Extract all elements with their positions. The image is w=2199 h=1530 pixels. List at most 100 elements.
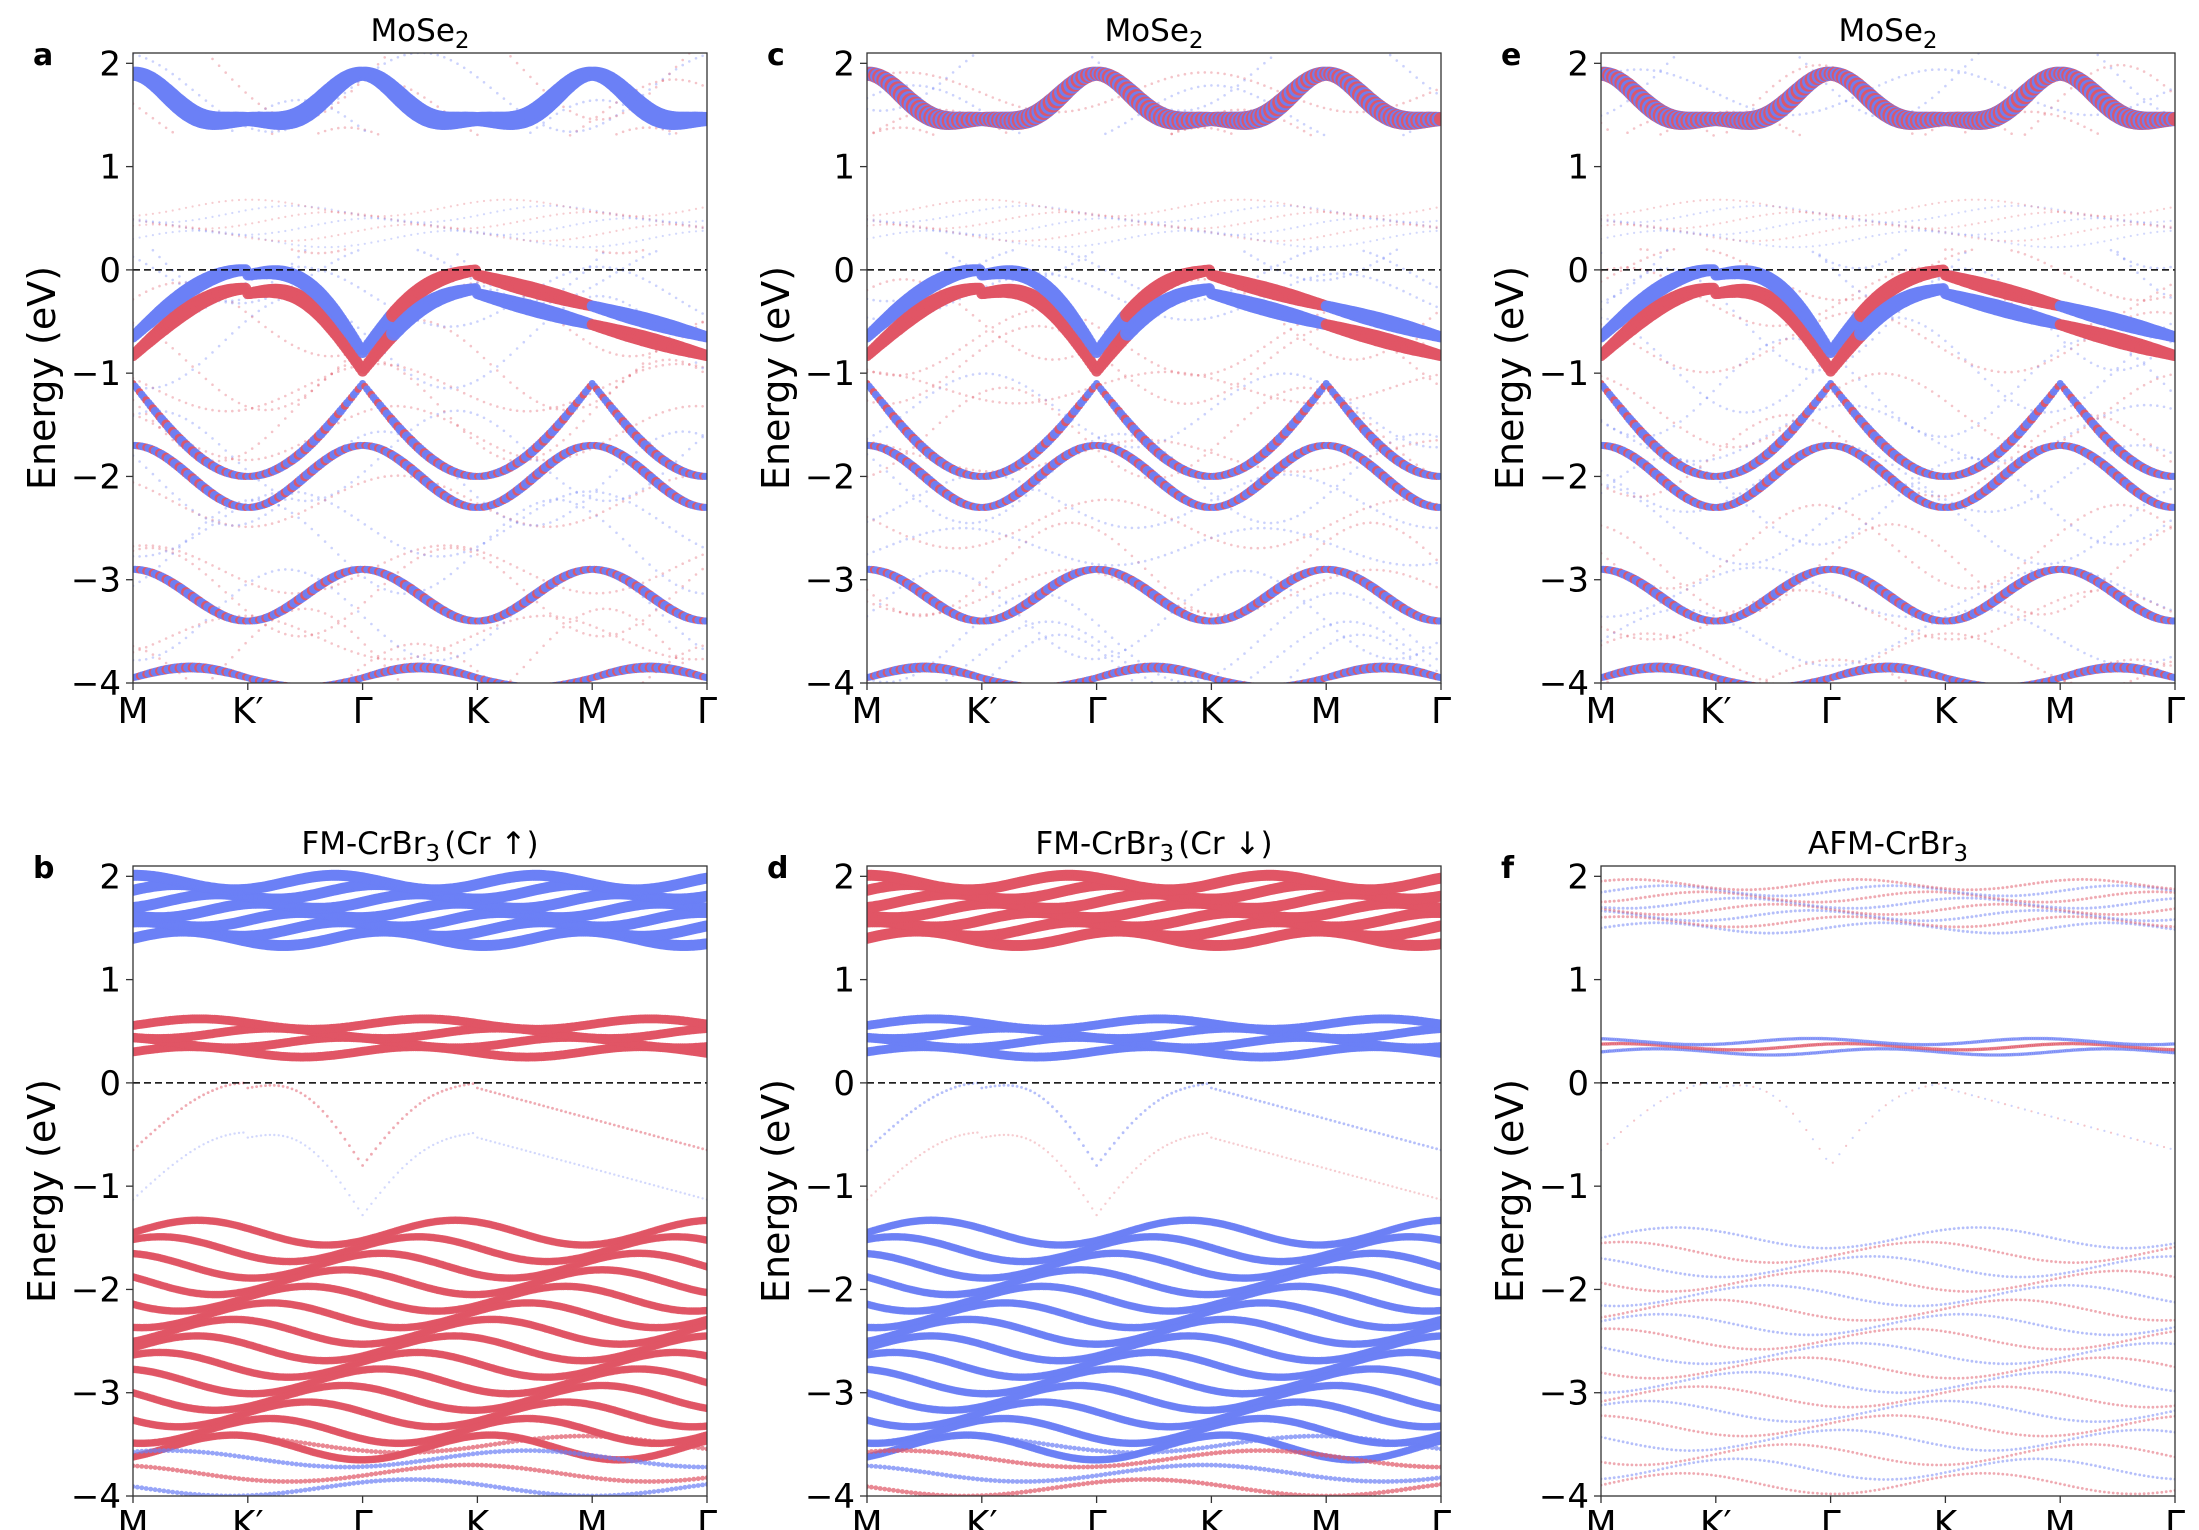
band-point — [191, 219, 194, 222]
band-point — [655, 236, 658, 239]
band-point — [523, 706, 526, 709]
band-point — [1124, 548, 1127, 552]
band-point — [1104, 654, 1107, 657]
band-point — [370, 216, 373, 219]
band-point — [370, 214, 373, 217]
band-point — [522, 68, 526, 72]
band-point — [535, 575, 539, 579]
band-point — [383, 215, 386, 218]
band-point — [144, 290, 148, 294]
band-point — [694, 308, 698, 312]
band-point — [1057, 569, 1061, 572]
band-point — [343, 212, 346, 215]
band-point — [1316, 651, 1319, 655]
band-point — [138, 224, 141, 227]
band-point — [694, 441, 698, 445]
band-point — [661, 358, 665, 362]
ytick-label: −2 — [71, 457, 121, 497]
band-point — [151, 643, 155, 646]
band-point — [290, 228, 294, 231]
band-point — [403, 366, 406, 369]
band-point — [582, 115, 585, 119]
band-point — [462, 428, 466, 431]
band-point — [582, 129, 585, 132]
ytick-label: 2 — [99, 44, 121, 84]
band-point — [145, 213, 148, 216]
band-point — [608, 632, 612, 635]
band-point — [674, 460, 678, 463]
band-point — [615, 101, 618, 104]
band-point — [1329, 623, 1332, 626]
band-point — [694, 57, 698, 60]
band-point — [615, 229, 618, 232]
band-point — [217, 519, 221, 522]
band-point — [138, 580, 141, 584]
band-point — [496, 624, 499, 627]
band-point — [436, 544, 440, 548]
band-point — [595, 209, 598, 212]
band-point — [1057, 596, 1061, 599]
band-point — [582, 267, 585, 270]
band-point — [151, 489, 155, 493]
band-point — [601, 279, 605, 282]
band-point — [608, 211, 612, 215]
band-point — [1349, 634, 1352, 637]
band-point — [396, 367, 400, 371]
band-point — [1283, 616, 1286, 619]
band-point — [197, 532, 201, 535]
band-point — [436, 385, 440, 389]
band-point — [1104, 630, 1107, 633]
band-point — [1349, 525, 1352, 529]
band-point — [562, 403, 565, 407]
band-point — [277, 129, 281, 133]
band-point — [1428, 664, 1432, 667]
band-point — [290, 202, 294, 205]
band-point — [396, 236, 399, 239]
ytick-label: −4 — [71, 664, 121, 704]
band-point — [562, 129, 565, 133]
band-point — [1097, 624, 1101, 627]
band-point — [694, 431, 698, 435]
band-point — [164, 393, 168, 396]
band-point — [549, 239, 552, 242]
band-point — [357, 217, 360, 220]
band-point — [403, 643, 406, 647]
band-point — [1395, 657, 1399, 661]
band-point — [416, 548, 420, 551]
band-point — [628, 354, 631, 358]
band-point — [1024, 577, 1028, 581]
band-point — [1428, 652, 1432, 655]
band-point — [184, 628, 188, 631]
band-point — [575, 207, 578, 210]
band-point — [703, 674, 707, 682]
band-point — [668, 660, 671, 664]
band-point — [171, 209, 174, 212]
band-point — [343, 91, 347, 95]
band-point — [609, 706, 612, 709]
band-point — [1203, 612, 1207, 615]
band-point — [621, 380, 625, 384]
band-point — [978, 598, 981, 602]
band-point — [443, 226, 446, 229]
band-point — [615, 495, 618, 498]
band-point — [171, 646, 174, 649]
y-axis-label: Energy (eV) — [20, 266, 64, 490]
band-point — [218, 214, 221, 217]
band-point — [184, 219, 188, 223]
band-point — [1388, 657, 1392, 661]
band-point — [654, 516, 658, 520]
band-point — [515, 672, 519, 676]
band-point — [1395, 571, 1399, 574]
band-point — [1144, 692, 1147, 695]
band-point — [330, 615, 334, 619]
band-point — [204, 202, 207, 206]
band-point — [978, 528, 981, 531]
band-point — [615, 251, 618, 255]
band-point — [1084, 640, 1087, 643]
band-point — [1216, 671, 1220, 675]
band-point — [178, 275, 181, 278]
band-point — [621, 130, 625, 134]
band-point — [271, 239, 274, 243]
band-point — [555, 444, 559, 447]
band-point — [158, 221, 161, 224]
